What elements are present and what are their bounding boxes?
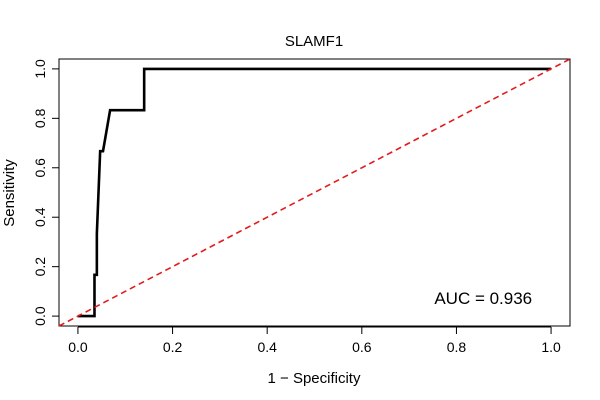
chart-title: SLAMF1 <box>285 33 343 50</box>
y-tick-label: 0.2 <box>32 257 48 277</box>
x-tick-label: 0.6 <box>352 339 372 355</box>
y-axis: 0.0 0.2 0.4 0.6 0.8 1.0 <box>32 59 60 326</box>
auc-annotation: AUC = 0.936 <box>434 289 532 308</box>
roc-curve-line <box>77 67 552 318</box>
y-tick-label: 0.4 <box>32 207 48 227</box>
x-tick-label: 0.0 <box>68 339 88 355</box>
x-tick-label: 0.8 <box>447 339 467 355</box>
x-axis: 0.0 0.2 0.4 0.6 0.8 1.0 <box>68 326 561 355</box>
y-tick-label: 0.8 <box>32 108 48 128</box>
series-layer <box>58 58 571 327</box>
reference-diagonal-line <box>58 58 571 327</box>
y-tick-label: 0.0 <box>32 306 48 326</box>
y-tick-label: 0.6 <box>32 158 48 178</box>
x-tick-label: 0.2 <box>163 339 183 355</box>
x-axis-label: 1 − Specificity <box>268 370 361 387</box>
y-axis-label: Sensitivity <box>1 159 18 227</box>
x-tick-label: 0.4 <box>257 339 277 355</box>
y-tick-label: 1.0 <box>32 59 48 79</box>
x-tick-label: 1.0 <box>541 339 561 355</box>
